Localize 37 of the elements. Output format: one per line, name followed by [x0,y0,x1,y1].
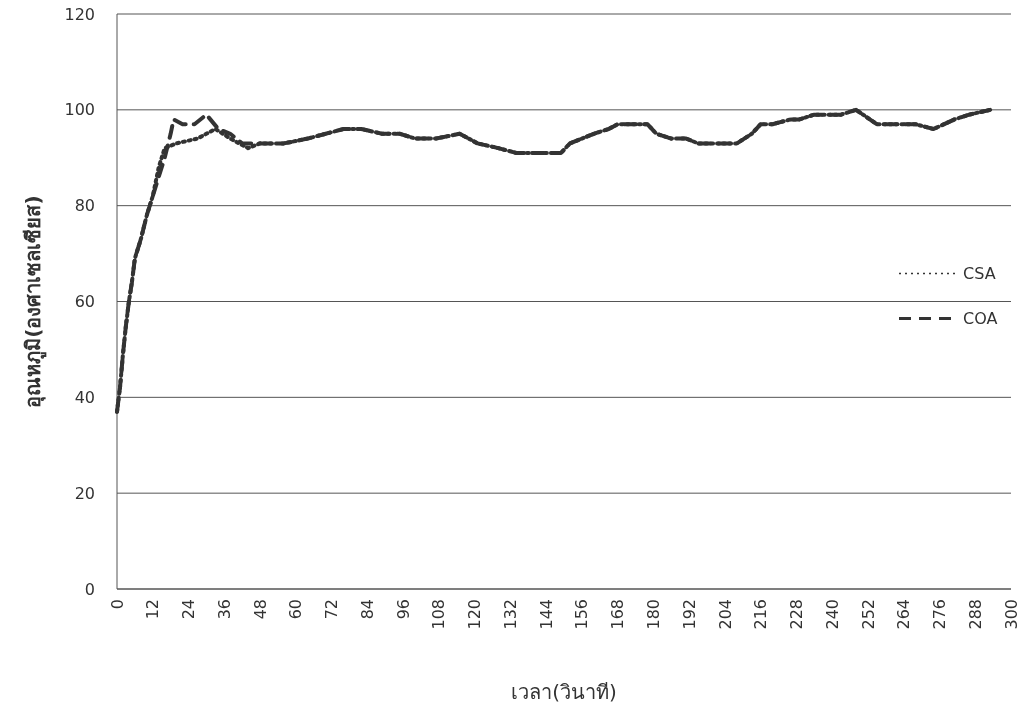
x-tick-label: 12 [143,599,163,620]
x-axis-title: เวลา(วินาที) [511,680,617,704]
x-tick-label: 288 [965,599,985,630]
x-tick-label: 156 [572,599,592,630]
x-tick-label: 240 [822,599,842,630]
x-tick-label: 0 [107,599,127,610]
legend-label: COA [963,309,998,329]
x-tick-label: 204 [715,599,735,630]
x-tick-label: 168 [608,599,628,630]
x-tick-label: 228 [787,599,807,630]
y-tick-label: 100 [64,100,95,120]
x-tick-label: 36 [214,599,234,620]
x-tick-label: 72 [322,599,342,620]
x-tick-label: 192 [679,599,699,630]
legend-label: CSA [963,264,996,284]
x-tick-label: 264 [894,599,914,630]
y-tick-label: 60 [74,292,95,312]
y-tick-label: 120 [64,4,95,24]
x-tick-label: 24 [179,599,199,620]
x-tick-label: 84 [357,599,377,620]
x-tick-label: 180 [644,599,663,630]
y-tick-label: 80 [74,196,95,216]
x-tick-label: 216 [751,599,771,630]
y-axis-title: อุณหภูมิ(องศาเซลเซียส) [21,195,47,408]
x-tick-label: 48 [250,599,270,620]
x-tick-label: 276 [930,599,950,630]
y-tick-label: 40 [74,387,95,407]
x-tick-label: 252 [858,599,878,630]
x-tick-label: 108 [429,599,449,630]
x-tick-label: 144 [536,599,556,630]
x-tick-label: 132 [500,599,520,630]
y-tick-label: 0 [84,579,95,599]
x-tick-label: 60 [286,599,306,620]
x-tick-label: 96 [393,599,413,620]
x-tick-label: 300 [1001,599,1019,630]
x-tick-label: 120 [465,599,485,630]
y-tick-label: 20 [74,483,95,503]
